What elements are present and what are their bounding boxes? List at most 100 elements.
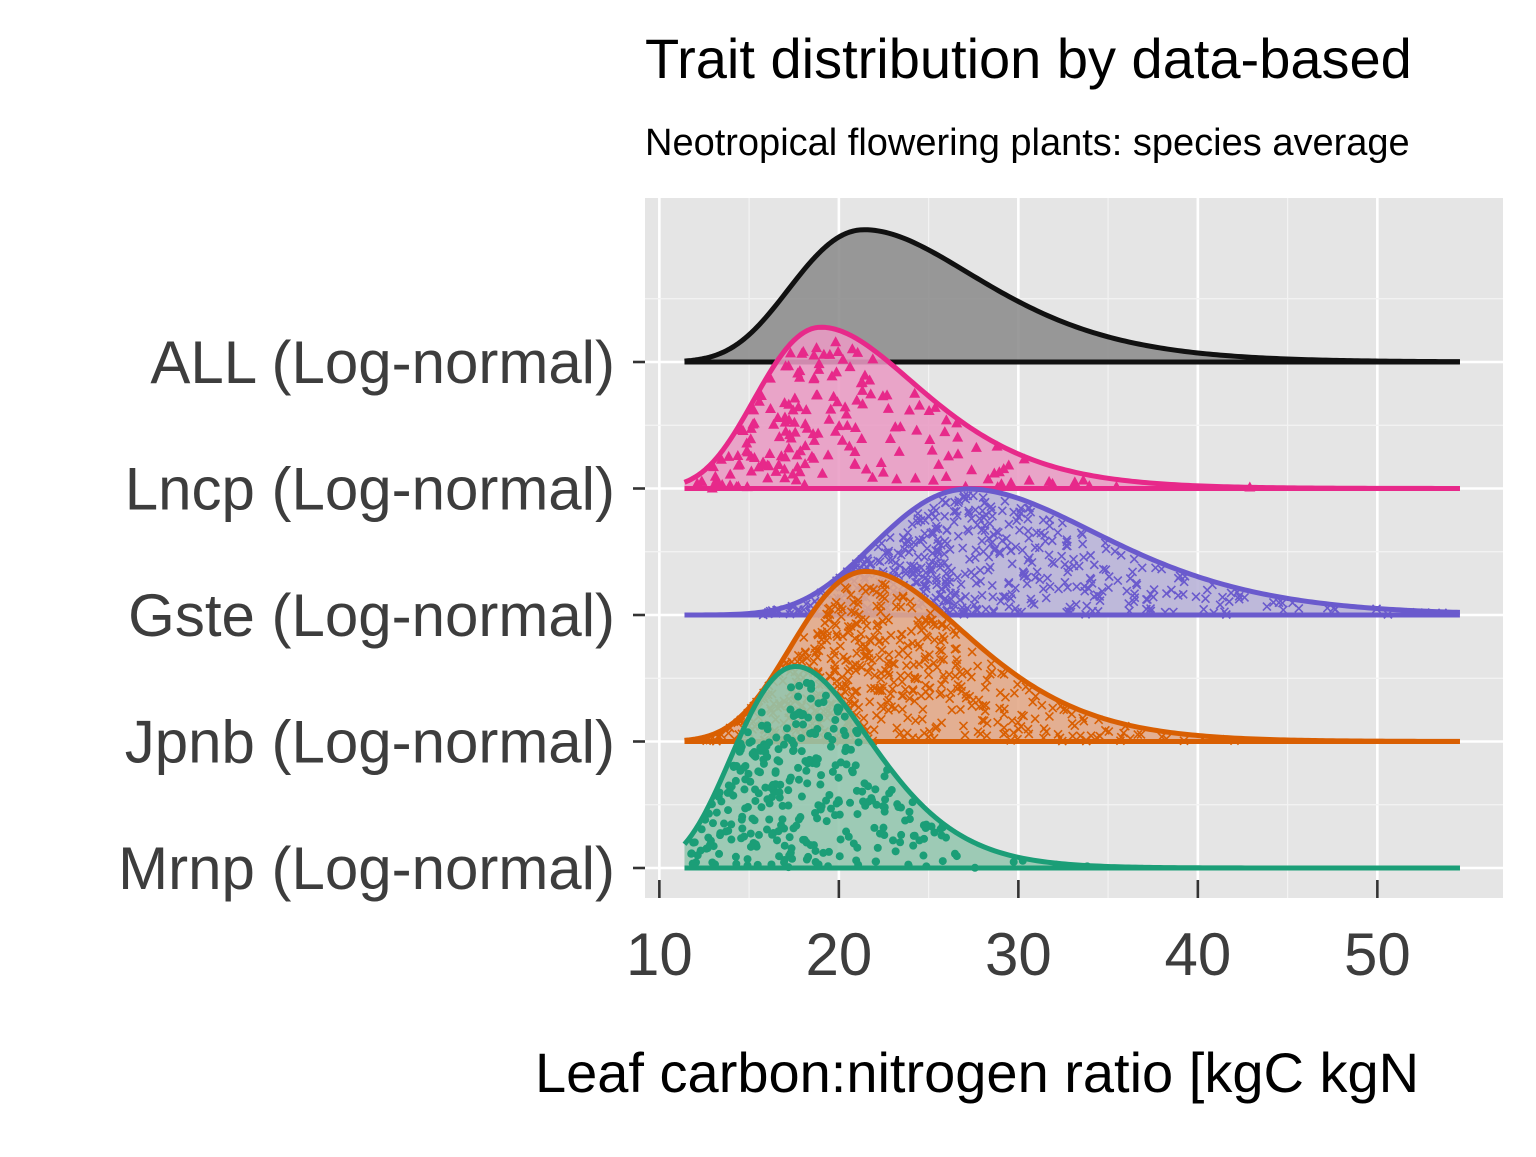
data-point [1002,541,1012,551]
x-axis-label: Leaf carbon:nitrogen ratio [kgC kgN [535,1041,1419,1104]
y-axis: ALL (Log-normal) Lncp (Log-normal) Gste (L… [118,329,645,902]
data-point [884,670,894,680]
data-point [851,660,861,670]
data-point [876,668,886,678]
data-point [875,686,885,696]
data-point [791,449,803,460]
data-point [1274,598,1284,608]
data-point [986,539,996,549]
data-point [876,701,886,711]
data-point [869,584,879,595]
data-point [950,644,960,654]
data-point [1030,714,1040,724]
data-point [1124,598,1134,609]
data-point [1017,710,1027,720]
data-point [971,578,981,588]
ridge-points-2 [691,336,1256,493]
data-point [907,603,917,613]
data-point [933,547,943,558]
data-point [866,559,876,569]
data-point [1122,586,1132,596]
data-point [967,701,977,711]
data-point [912,517,923,527]
data-point [1062,582,1073,593]
data-point [1064,563,1074,573]
data-point [889,421,901,432]
data-point [1053,527,1063,538]
data-point [925,608,935,618]
data-point [977,525,987,535]
data-point [1069,476,1081,487]
data-point [1009,728,1019,738]
data-point [739,763,748,772]
data-point [785,833,794,842]
data-point [876,601,886,611]
data-point [1016,721,1026,732]
data-point [841,419,853,430]
data-point [1199,604,1209,614]
data-point [1039,723,1049,734]
data-point [938,857,947,866]
data-point [896,550,906,560]
data-point [799,458,811,469]
data-point [965,554,975,564]
data-point [738,824,747,833]
data-point [687,849,696,858]
data-point [770,465,782,476]
data-point [1200,594,1211,604]
data-point [873,556,883,566]
y-tick-label-3: Gste (Log-normal) [128,582,615,649]
data-point [1043,475,1055,486]
data-point [1012,679,1023,690]
data-point [1003,459,1015,470]
chart-title: Trait distribution by data-based [645,27,1412,90]
data-point [743,803,752,812]
data-point [731,852,740,861]
data-point [1045,521,1055,531]
data-point [968,491,978,501]
data-point [885,533,895,543]
data-point [875,829,884,838]
data-point [846,343,858,354]
data-point [854,738,863,747]
data-point [715,849,724,858]
data-point [873,843,882,852]
data-point [736,424,748,435]
data-point [952,655,962,665]
data-point [949,517,959,527]
data-point [840,712,849,721]
data-point [938,655,949,665]
data-point [1062,535,1072,545]
data-point [849,446,861,457]
data-point [727,782,736,791]
data-point [895,671,906,681]
data-point [780,360,792,371]
data-point [937,646,947,656]
data-point [1079,716,1089,726]
data-point [927,822,936,831]
data-point [768,830,777,839]
data-point [973,661,983,671]
data-point [866,683,876,694]
data-point [879,802,888,811]
data-point [926,444,938,455]
data-point [794,692,803,701]
data-point [1077,529,1087,540]
data-point [924,726,935,736]
data-point [830,660,840,670]
data-point [964,506,974,516]
data-point [795,681,804,690]
data-point [989,545,999,555]
data-point [860,463,872,474]
data-point [859,797,868,806]
data-point [1217,592,1228,602]
data-point [911,424,923,435]
data-point [931,576,942,586]
data-point [835,704,844,713]
data-point [901,816,910,825]
data-point [903,713,913,723]
x-tick-label-5: 50 [1344,921,1411,988]
data-point [986,502,996,512]
data-point [903,650,913,660]
data-point [842,760,851,769]
